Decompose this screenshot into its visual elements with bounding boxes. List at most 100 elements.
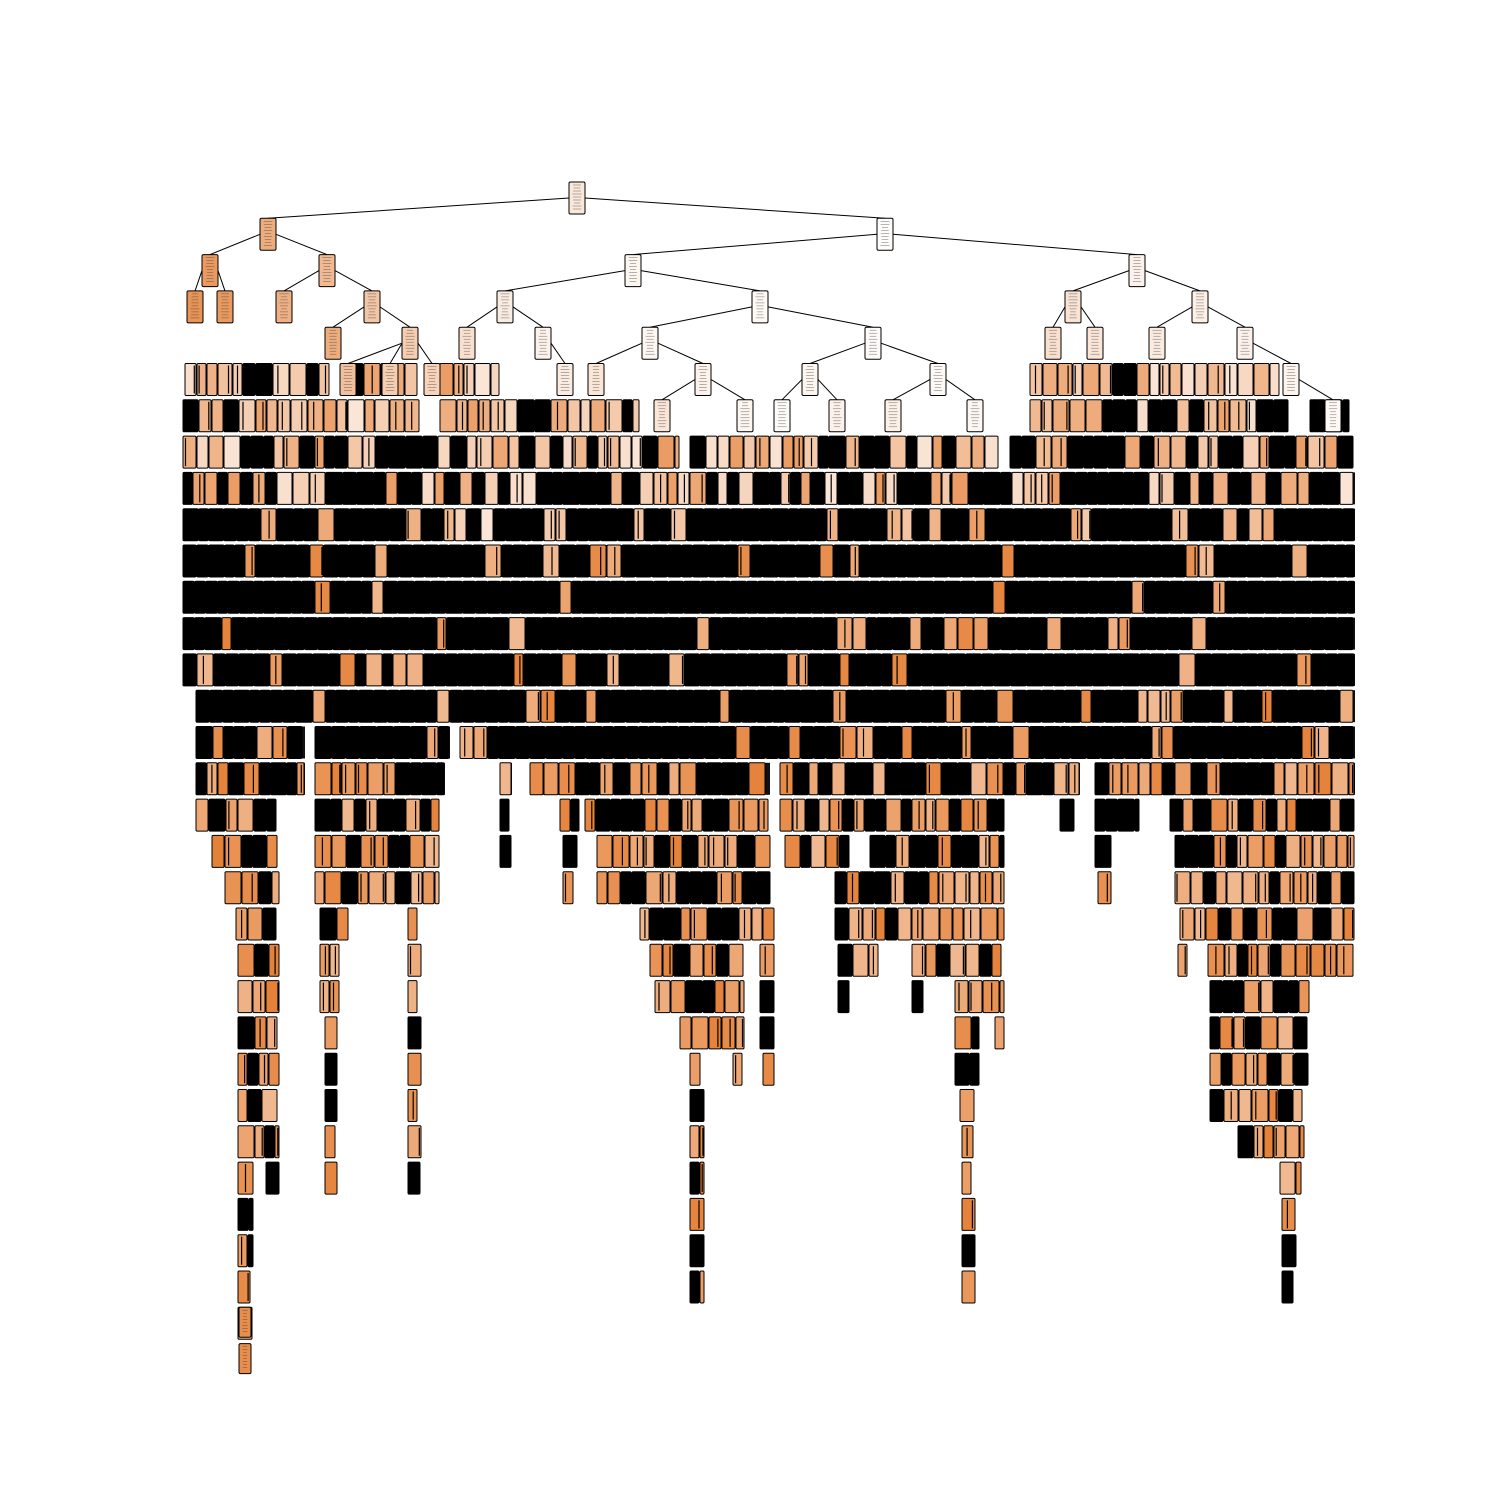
tree-node [319,980,330,1014]
tree-node [808,653,823,687]
tree-node [1295,580,1312,614]
tree-node [1233,1016,1246,1050]
tree-node [196,435,209,469]
tree-node [889,689,907,723]
tree-node [389,508,406,542]
tree-node [204,471,218,505]
tree-node [728,943,744,977]
tree-node [550,435,563,469]
tree-node [1189,399,1204,433]
tree-node [613,726,627,759]
tree-node [1160,689,1171,723]
tree-node [1275,834,1286,868]
tree-node [334,435,348,469]
tree-node [677,689,694,723]
tree-node [217,471,228,505]
tree-node [1188,508,1201,542]
tree-node [236,508,249,542]
tree-node [1264,580,1281,614]
tree-node [282,689,296,723]
tree-node [1060,726,1071,759]
tree-node [1272,907,1283,941]
tree-node [1203,871,1216,905]
tree-node [689,1052,701,1086]
tree-node [736,762,749,796]
tree-node [973,798,988,832]
tree-node [1241,653,1258,687]
tree-node [348,689,359,723]
tree-node [626,726,639,759]
tree-node [1309,471,1323,505]
tree-node [1287,689,1299,723]
tree-node [875,907,886,941]
tree-node [689,1089,705,1122]
tree-node [713,798,729,832]
tree-node [1042,762,1054,796]
tree-node [619,653,636,687]
tree-node [727,471,739,505]
tree-node [1041,399,1053,433]
tree-node [410,726,427,759]
tree-node [644,798,657,832]
tree-node [1016,617,1030,651]
tree-node [1262,726,1277,759]
tree-node [954,1016,972,1050]
tree-node [718,508,731,542]
tree-node [970,762,987,796]
tree-node [961,1270,976,1304]
tree-node [1340,726,1354,759]
tree-node [966,399,984,433]
tree-node [1117,798,1135,832]
root-node [568,181,586,215]
tree-node [1322,471,1340,505]
tree-node [717,435,730,469]
tree-node [852,943,869,977]
tree-node [879,580,890,614]
tree-node [1269,435,1285,469]
tree-node [504,399,518,433]
tree-node [331,834,347,868]
tree-edge [1144,270,1201,292]
tree-node [839,726,857,759]
tree-node [657,762,669,796]
tree-node [785,580,798,614]
tree-node [259,689,271,723]
tree-node [467,399,479,433]
tree-node [575,544,590,578]
tree-node [490,399,505,433]
tree-node [255,544,273,578]
tree-node [540,689,556,723]
tree-node [395,871,411,905]
tree-node [674,435,680,469]
tree-node [309,471,326,505]
tree-node [1279,1161,1296,1195]
tree-node [769,435,783,469]
tree-node [331,762,342,796]
tree-node [800,726,814,759]
tree-node [414,580,431,614]
tree-edge [632,233,878,256]
tree-node [859,689,873,723]
tree-node [1048,471,1061,505]
tree-node [596,834,613,868]
tree-node [602,726,614,759]
tree-node [906,435,917,469]
tree-node [263,580,276,614]
tree-node [204,617,222,651]
tree-node [1170,689,1184,723]
tree-node [407,1089,418,1122]
tree-node [756,871,771,905]
tree-node [1295,1161,1302,1195]
tree-node [430,580,446,614]
tree-node [1161,544,1175,578]
tree-node [585,689,597,723]
tree-node [358,689,374,723]
tree-node [595,798,611,832]
tree-node [872,762,886,796]
tree-node [462,689,475,723]
tree-node [324,435,335,469]
tree-node [1317,871,1331,905]
tree-node [653,399,671,433]
tree-node [1307,435,1325,469]
tree-node [1269,871,1280,905]
